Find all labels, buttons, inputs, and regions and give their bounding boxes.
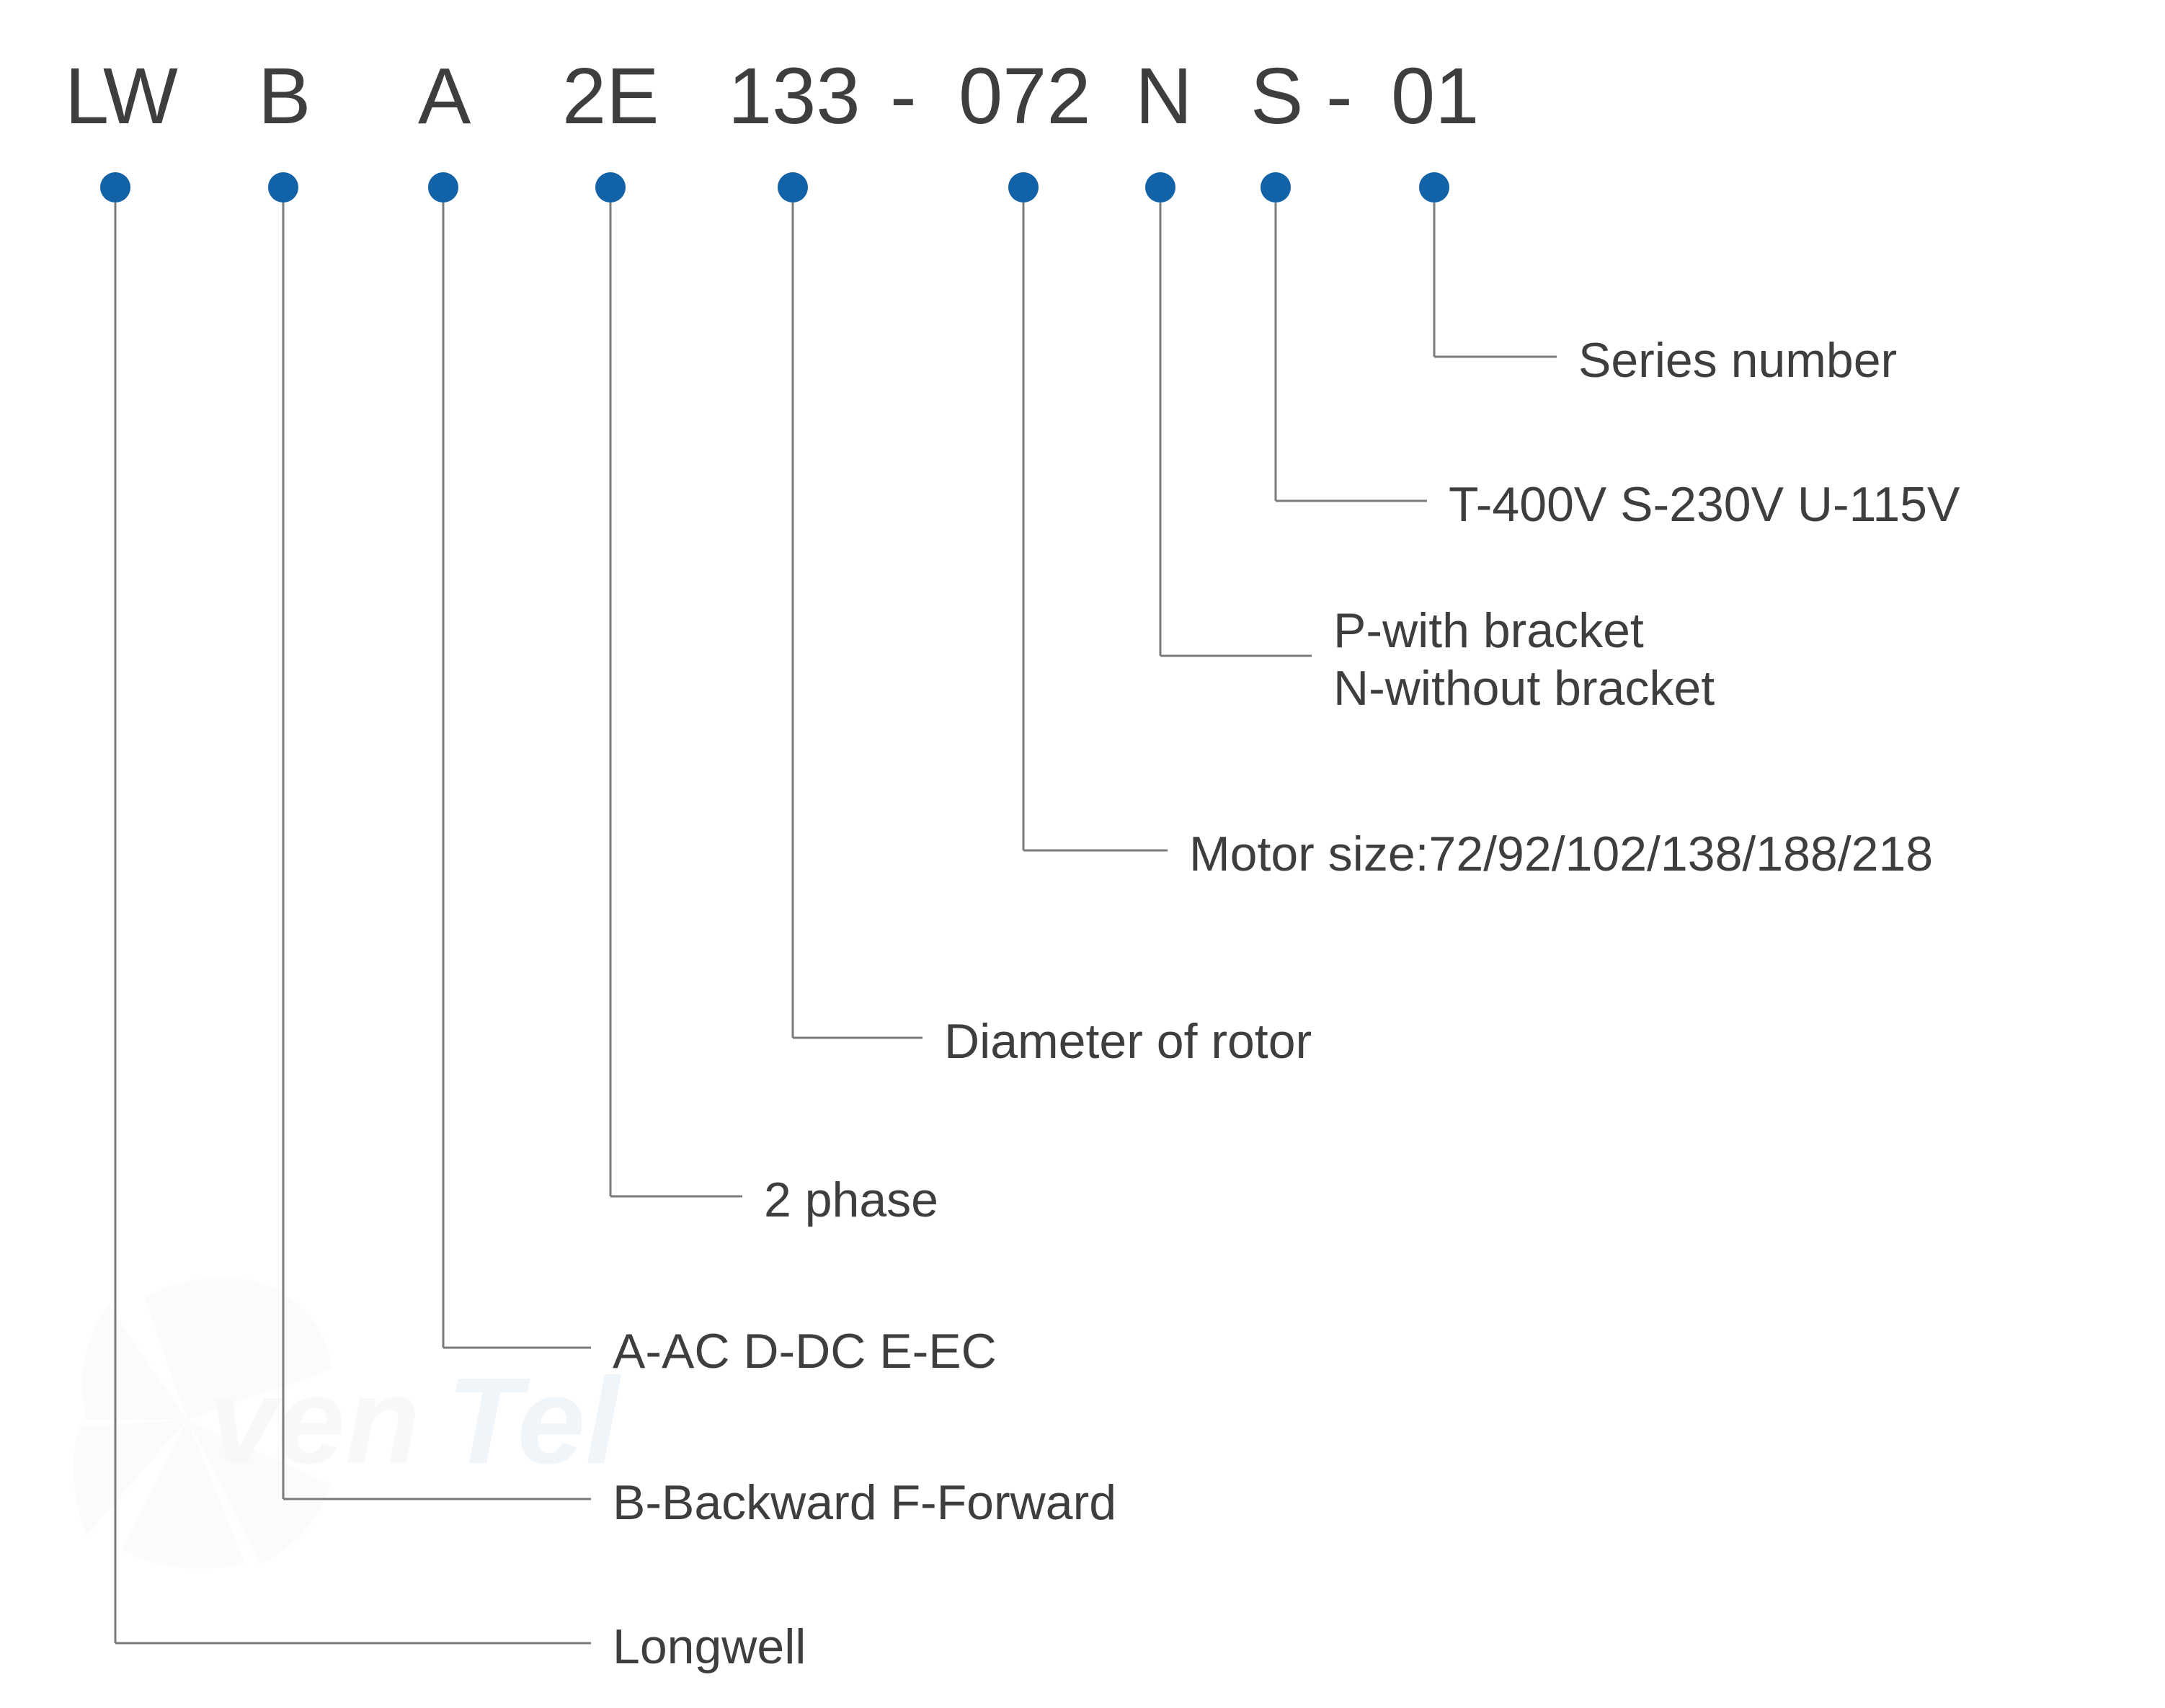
segment-dot-7 <box>1145 172 1175 203</box>
description-10-line-0: Series number <box>1578 332 1897 388</box>
description-7-line-0: P-with bracket <box>1333 602 1644 659</box>
code-segment-5: - <box>890 50 917 142</box>
description-8-line-0: T-400V S-230V U-115V <box>1449 476 1960 533</box>
segment-dot-2 <box>428 172 458 203</box>
code-segment-0: LW <box>65 50 178 142</box>
description-0-line-0: Longwell <box>613 1619 806 1675</box>
code-segment-8: S <box>1250 50 1303 142</box>
code-segment-1: B <box>258 50 311 142</box>
description-1-line-0: B-Backward F-Forward <box>613 1475 1116 1531</box>
segment-dot-3 <box>595 172 626 203</box>
code-segment-3: 2E <box>562 50 659 142</box>
segment-dot-10 <box>1419 172 1449 203</box>
code-segment-9: - <box>1326 50 1353 142</box>
segment-dot-0 <box>100 172 130 203</box>
code-segment-2: A <box>418 50 471 142</box>
svg-text:Tel: Tel <box>447 1353 622 1490</box>
segment-dot-4 <box>778 172 808 203</box>
code-segment-7: N <box>1135 50 1192 142</box>
code-segment-10: 01 <box>1391 50 1479 142</box>
svg-text:ven: ven <box>209 1353 420 1490</box>
description-3-line-0: 2 phase <box>764 1172 938 1228</box>
description-7-line-1: N-without bracket <box>1333 660 1715 716</box>
segment-dot-8 <box>1261 172 1291 203</box>
code-segment-6: 072 <box>959 50 1091 142</box>
watermark-logo: ven Tel <box>43 1268 692 1575</box>
code-segment-4: 133 <box>728 50 861 142</box>
description-2-line-0: A-AC D-DC E-EC <box>613 1323 997 1379</box>
description-4-line-0: Diameter of rotor <box>944 1013 1312 1069</box>
description-6-line-0: Motor size:72/92/102/138/188/218 <box>1189 826 1933 882</box>
segment-dot-6 <box>1008 172 1039 203</box>
segment-dot-1 <box>268 172 298 203</box>
